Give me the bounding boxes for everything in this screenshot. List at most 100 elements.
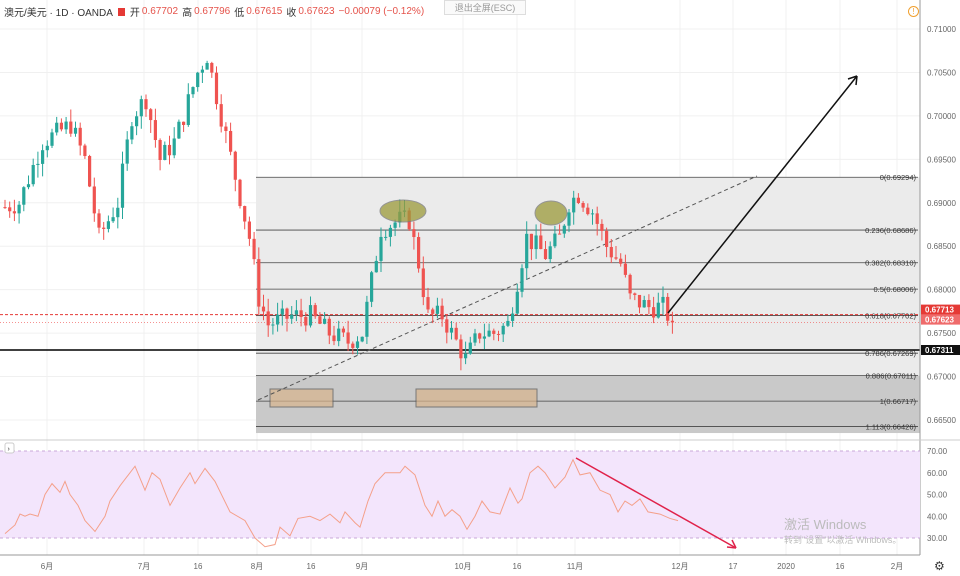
candle (506, 320, 510, 326)
candle (64, 121, 68, 130)
rsi-tick: 40.00 (927, 512, 948, 521)
candle (440, 305, 444, 320)
candle (186, 94, 190, 125)
candle (539, 235, 543, 250)
fib-label: 0.5(0.68006) (873, 285, 916, 294)
candle (633, 293, 637, 295)
settings-gear-icon[interactable]: ⚙ (934, 559, 945, 573)
price-tick: 0.69000 (927, 199, 956, 208)
candle (41, 150, 45, 164)
candle (97, 213, 101, 228)
candle (426, 297, 430, 310)
candle (313, 305, 317, 317)
exit-fullscreen-button[interactable]: 退出全屏(ESC) (444, 0, 526, 15)
candle (576, 197, 580, 204)
open-label: 开 (129, 8, 140, 19)
candle (520, 268, 524, 292)
candle (609, 246, 613, 258)
candle (36, 163, 40, 165)
candle (492, 330, 496, 334)
candle (534, 235, 538, 250)
time-tick: 7月 (138, 562, 150, 571)
candle (567, 212, 571, 226)
candle (600, 223, 604, 231)
candle (50, 132, 54, 146)
trend-line (257, 175, 758, 401)
candle (177, 121, 181, 139)
flag-icon[interactable] (117, 7, 125, 16)
candle (623, 263, 627, 275)
candle (238, 179, 242, 207)
open-value: 0.67702 (141, 6, 179, 17)
top-marker-ellipse (534, 200, 568, 226)
candle (341, 328, 345, 333)
candle (393, 222, 397, 228)
candle (139, 99, 143, 117)
candle (515, 291, 519, 314)
candle (525, 233, 529, 269)
candle (581, 203, 585, 208)
candle (92, 186, 96, 214)
candle (642, 299, 646, 308)
candle (224, 126, 228, 131)
top-marker-ellipse (379, 199, 427, 223)
candle (586, 207, 590, 215)
candle (59, 122, 63, 130)
symbol-title[interactable]: 澳元/美元 · 1D · OANDA (4, 8, 113, 19)
candle (88, 156, 92, 187)
time-tick: 8月 (251, 562, 263, 571)
candle (3, 207, 7, 209)
candle (130, 126, 134, 140)
price-tick: 0.67500 (927, 329, 956, 338)
fib-label: 1.113(0.66426) (866, 422, 917, 431)
candle (125, 139, 129, 164)
fib-label: 0.886(0.67011) (866, 372, 917, 381)
high-value: 0.67796 (194, 6, 231, 17)
candle (337, 328, 341, 342)
candle (421, 268, 425, 298)
arrow-head-icon (847, 75, 858, 86)
time-tick: 10月 (455, 562, 472, 571)
candle (191, 87, 195, 95)
fib-label: 0.382(0.68310) (865, 259, 916, 268)
candle (247, 221, 251, 239)
arrow-head-icon (726, 539, 737, 549)
watermark-title: 激活 Windows (784, 517, 867, 532)
candle (379, 236, 383, 261)
candle (55, 122, 59, 133)
rsi-tick: 50.00 (927, 491, 948, 500)
warning-icon[interactable]: ! (908, 6, 919, 17)
fib-label: 0.786(0.67269) (865, 349, 916, 358)
price-tick: 0.70000 (927, 112, 956, 121)
collapse-button[interactable] (4, 442, 15, 454)
candle (8, 207, 12, 212)
price-tick: 0.67000 (927, 373, 956, 382)
rsi-tick: 30.00 (927, 534, 948, 543)
candle (384, 236, 388, 238)
candle (431, 309, 435, 314)
candle (323, 318, 327, 324)
candle (290, 314, 294, 319)
candle (219, 104, 223, 127)
price-tick: 0.68500 (927, 242, 956, 251)
price-badge (921, 304, 960, 315)
candle (69, 121, 73, 134)
candle (135, 116, 139, 127)
candle (116, 207, 120, 218)
candle (285, 308, 289, 319)
candle (257, 259, 261, 307)
candle (26, 184, 31, 188)
candle (365, 301, 369, 337)
candle (182, 121, 186, 125)
candle (572, 197, 576, 213)
price-badge-label: 0.67311 (925, 346, 954, 355)
candle (167, 144, 172, 156)
price-badge (921, 314, 960, 325)
rsi-band (0, 451, 920, 538)
rsi-trend-arrow (575, 457, 737, 549)
candle (163, 144, 167, 161)
candle (487, 330, 491, 337)
candle (210, 62, 214, 73)
candle (652, 307, 656, 318)
